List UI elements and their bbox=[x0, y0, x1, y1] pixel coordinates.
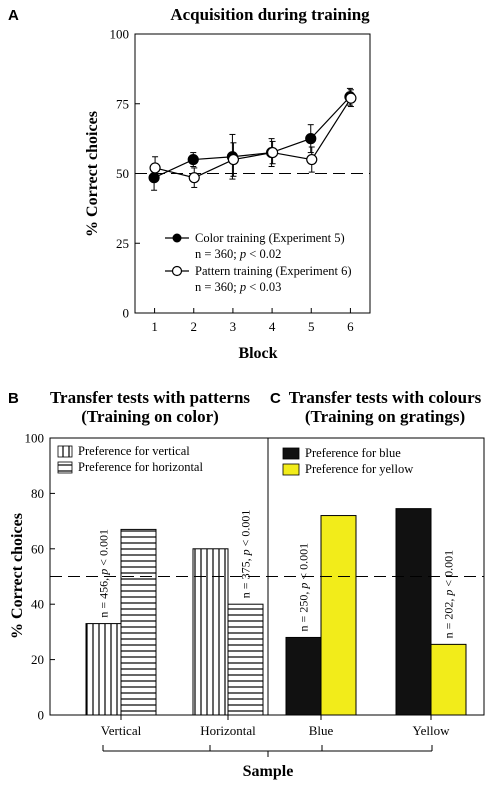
b-bar bbox=[227, 603, 264, 716]
panel-c-legend: Preference for blue Preference for yello… bbox=[282, 446, 413, 476]
c-annotation: n = 202, p < 0.001 bbox=[442, 550, 456, 639]
legend-pattern-marker bbox=[171, 265, 183, 277]
panel-c-title-line1: Transfer tests with colours bbox=[289, 388, 482, 407]
a-xtick-label: 5 bbox=[308, 319, 315, 334]
b-bar bbox=[85, 623, 122, 716]
legend-color-stat: n = 360; p < 0.02 bbox=[195, 247, 281, 261]
b-ytick-label: 40 bbox=[31, 597, 44, 612]
panel-a-x-label: Block bbox=[238, 345, 277, 362]
legend-pattern-stat: n = 360; p < 0.03 bbox=[195, 280, 281, 294]
b-ytick-label: 20 bbox=[31, 652, 44, 667]
panel-bc-category-labels: Vertical Horizontal Blue Yellow bbox=[101, 715, 450, 738]
a-ytick-label: 75 bbox=[116, 96, 129, 111]
c-bar bbox=[395, 508, 432, 716]
legend-vertical-label: Preference for vertical bbox=[78, 444, 190, 458]
sample-bracket bbox=[102, 745, 433, 757]
panel-a-y-label: % Correct choices bbox=[84, 111, 101, 237]
panel-b-title-line1: Transfer tests with patterns bbox=[50, 388, 250, 407]
b-ytick-label: 0 bbox=[38, 708, 45, 723]
sample-x-label: Sample bbox=[243, 763, 294, 780]
a-ytick-label: 50 bbox=[116, 166, 129, 181]
legend-color-label: Color training (Experiment 5) bbox=[195, 231, 345, 245]
panel-b-bars bbox=[85, 528, 264, 716]
b-ytick-label: 60 bbox=[31, 541, 44, 556]
panel-b-legend: Preference for vertical Preference for h… bbox=[57, 444, 203, 474]
a-xtick-label: 6 bbox=[347, 319, 354, 334]
panel-b-y-ticks: 0 20 40 60 80 100 bbox=[25, 431, 55, 723]
c-bar bbox=[320, 515, 357, 716]
panel-b-header: B Transfer tests with patterns (Training… bbox=[8, 388, 250, 426]
b-annotation: n = 375, p < 0.001 bbox=[239, 510, 253, 599]
a-series-line bbox=[154, 97, 352, 179]
a-ytick-label: 0 bbox=[123, 306, 130, 321]
legend-pattern-label: Pattern training (Experiment 6) bbox=[195, 264, 352, 278]
legend-horizontal-label: Preference for horizontal bbox=[78, 460, 203, 474]
legend-vertical-swatch bbox=[57, 445, 73, 458]
bc-category-label: Vertical bbox=[101, 723, 142, 738]
panel-c-annotations: n = 250, p < 0.001 n = 202, p < 0.001 bbox=[297, 543, 456, 638]
b-ytick-label: 80 bbox=[31, 486, 44, 501]
panel-a-letter: A bbox=[8, 7, 19, 24]
panel-b-title-line2: (Training on color) bbox=[81, 407, 219, 426]
a-point bbox=[149, 162, 161, 174]
panel-c-header: C Transfer tests with colours (Training … bbox=[270, 388, 482, 426]
panel-b-y-label: % Correct choices bbox=[9, 513, 26, 639]
panel-c-letter: C bbox=[270, 390, 281, 407]
panel-a-x-ticks: 1 2 3 4 5 6 bbox=[151, 308, 354, 334]
panel-b-letter: B bbox=[8, 390, 19, 407]
bc-category-label: Blue bbox=[309, 723, 334, 738]
a-point bbox=[187, 153, 199, 166]
a-point bbox=[227, 153, 240, 166]
a-point bbox=[266, 146, 279, 159]
c-bar bbox=[285, 636, 322, 716]
b-annotation: n = 456, p < 0.001 bbox=[97, 529, 111, 618]
legend-blue-label: Preference for blue bbox=[305, 446, 401, 460]
a-xtick-label: 2 bbox=[191, 319, 198, 334]
a-point bbox=[148, 172, 160, 184]
panel-a-title: Acquisition during training bbox=[170, 5, 370, 24]
a-ytick-label: 25 bbox=[116, 236, 129, 251]
panel-c-title-line2: (Training on gratings) bbox=[305, 407, 465, 426]
bc-category-label: Horizontal bbox=[200, 723, 256, 738]
a-xtick-label: 1 bbox=[151, 319, 158, 334]
a-point bbox=[188, 172, 200, 184]
panel-a: A Acquisition during training 0255075100… bbox=[8, 5, 371, 362]
panel-c-bars bbox=[285, 508, 467, 716]
panel-a-series bbox=[148, 87, 357, 191]
c-annotation: n = 250, p < 0.001 bbox=[297, 543, 311, 632]
a-xtick-label: 4 bbox=[269, 319, 276, 334]
a-xtick-label: 3 bbox=[230, 319, 237, 334]
a-point bbox=[306, 153, 318, 166]
legend-yellow-label: Preference for yellow bbox=[305, 462, 413, 476]
b-bar bbox=[192, 548, 229, 716]
a-series-line bbox=[153, 96, 351, 179]
a-ytick-label: 100 bbox=[110, 27, 130, 42]
panel-a-legend: Color training (Experiment 5) n = 360; p… bbox=[165, 231, 352, 294]
legend-yellow-swatch bbox=[282, 463, 300, 476]
c-bar bbox=[430, 643, 467, 716]
panel-a-y-ticks: 0 25 50 75 100 bbox=[110, 27, 140, 321]
legend-blue-swatch bbox=[282, 447, 300, 460]
legend-horizontal-swatch bbox=[57, 461, 73, 474]
legend-color-marker bbox=[172, 233, 182, 243]
panel-b-annotations: n = 456, p < 0.001 n = 375, p < 0.001 bbox=[97, 510, 253, 618]
a-point bbox=[345, 92, 357, 104]
a-point bbox=[305, 133, 317, 145]
b-ytick-label: 100 bbox=[25, 431, 45, 446]
bc-category-label: Yellow bbox=[413, 723, 451, 738]
b-bar bbox=[120, 528, 157, 716]
